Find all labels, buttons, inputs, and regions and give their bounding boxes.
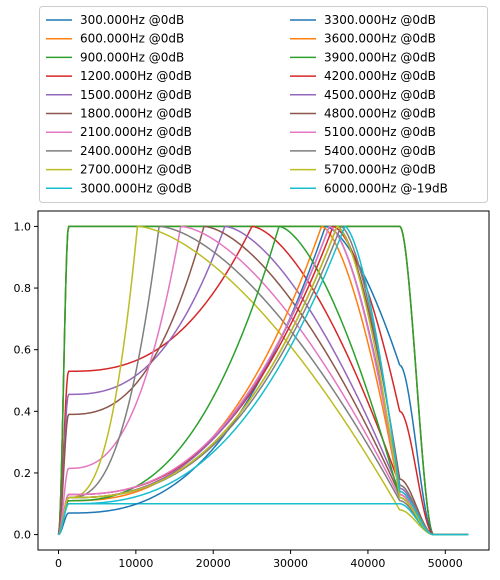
- y-tick-label: 0.2: [14, 467, 32, 480]
- series-line: [58, 503, 469, 536]
- legend-label: 3300.000Hz @0dB: [324, 13, 436, 27]
- series-line: [57, 225, 469, 536]
- y-tick-label: 0.0: [14, 529, 32, 542]
- x-tick-label: 10000: [118, 557, 153, 570]
- legend-label: 3000.000Hz @0dB: [80, 181, 192, 195]
- legend: 300.000Hz @0dB 600.000Hz @0dB 900.000Hz @0…: [46, 13, 448, 195]
- x-tick-label: 50000: [428, 557, 463, 570]
- y-tick-label: 1.0: [14, 220, 32, 233]
- legend-label: 1200.000Hz @0dB: [80, 69, 192, 83]
- legend-label: 1500.000Hz @0dB: [80, 88, 192, 102]
- y-tick-label: 0.6: [14, 344, 32, 357]
- legend-box: [39, 6, 488, 203]
- series-lines: [57, 225, 469, 536]
- legend-label: 900.000Hz @0dB: [80, 50, 184, 64]
- x-axis: 0 10000 20000 30000 40000 50000: [55, 550, 463, 570]
- series-line: [58, 225, 469, 536]
- x-tick-label: 30000: [273, 557, 308, 570]
- legend-label: 2700.000Hz @0dB: [80, 163, 192, 177]
- legend-label: 2400.000Hz @0dB: [80, 144, 192, 158]
- legend-label: 4500.000Hz @0dB: [324, 88, 436, 102]
- series-line: [57, 225, 469, 536]
- legend-label: 5400.000Hz @0dB: [324, 144, 436, 158]
- legend-label: 600.000Hz @0dB: [80, 32, 184, 46]
- plot-frame: [37, 210, 490, 551]
- legend-label: 2100.000Hz @0dB: [80, 125, 192, 139]
- x-tick-label: 20000: [196, 557, 231, 570]
- series-line: [57, 225, 469, 536]
- legend-label: 4200.000Hz @0dB: [324, 69, 436, 83]
- x-tick-label: 40000: [350, 557, 385, 570]
- legend-label: 6000.000Hz @-19dB: [324, 181, 448, 195]
- y-axis: 0.0 0.2 0.4 0.6 0.8 1.0: [14, 220, 38, 542]
- legend-label: 4800.000Hz @0dB: [324, 107, 436, 121]
- y-tick-label: 0.4: [14, 405, 32, 418]
- legend-label: 5700.000Hz @0dB: [324, 163, 436, 177]
- legend-label: 5100.000Hz @0dB: [324, 125, 436, 139]
- x-tick-label: 0: [55, 557, 62, 570]
- series-line: [57, 225, 469, 536]
- legend-label: 3600.000Hz @0dB: [324, 32, 436, 46]
- series-line: [57, 225, 469, 536]
- y-tick-label: 0.8: [14, 282, 32, 295]
- legend-label: 300.000Hz @0dB: [80, 13, 184, 27]
- legend-label: 3900.000Hz @0dB: [324, 50, 436, 64]
- legend-label: 1800.000Hz @0dB: [80, 107, 192, 121]
